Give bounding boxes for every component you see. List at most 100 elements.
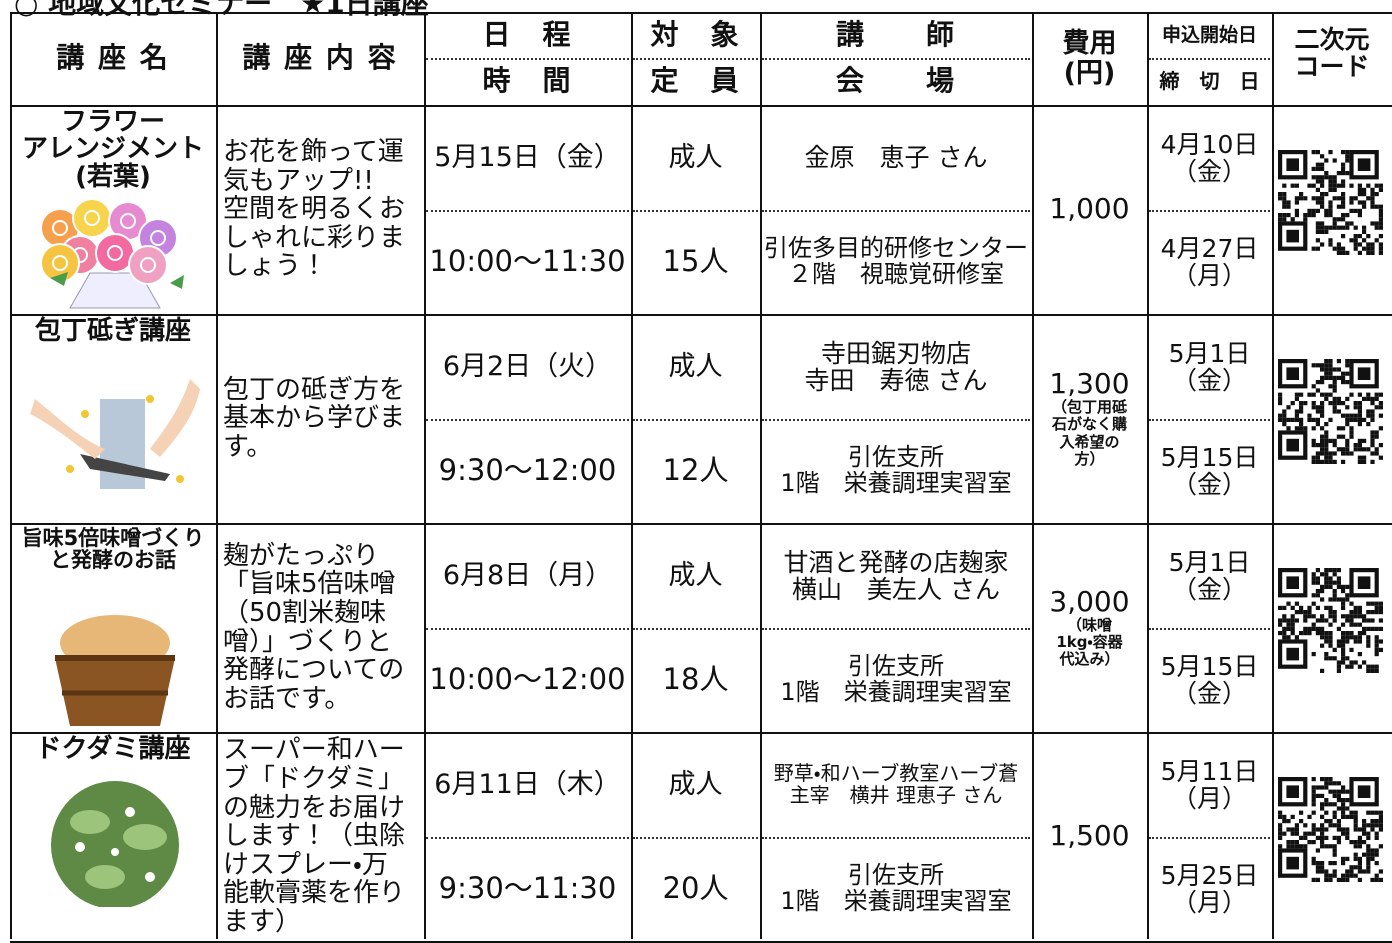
header-cell: 費用 (円) xyxy=(1062,28,1117,89)
course-illustration xyxy=(40,198,184,309)
dotted-divider xyxy=(1149,419,1270,421)
course-fee: 1,300 xyxy=(1049,366,1130,400)
dotted-divider xyxy=(762,628,1030,630)
course-time: 9:30～11:30 xyxy=(438,871,617,906)
rule xyxy=(760,12,762,939)
rule xyxy=(10,523,1392,525)
course-name: ドクダミ講座 xyxy=(35,734,191,764)
course-target: 成人 xyxy=(668,559,723,591)
fee-cell: 3,000 （味噌 1kg・容器 代込み） xyxy=(1032,523,1147,732)
course-capacity: 15人 xyxy=(662,244,729,279)
fee-cell: 1,000 xyxy=(1032,105,1147,314)
course-venue: 引佐多目的研修センター ２階 視聴覚研修室 xyxy=(764,234,1028,288)
course-time: 10:00～12:00 xyxy=(429,662,626,697)
dotted-divider xyxy=(762,419,1030,421)
fee-cell: 1,500 xyxy=(1032,732,1147,941)
rule xyxy=(10,105,1392,107)
qr-code xyxy=(1278,777,1383,882)
dotted-divider xyxy=(633,837,758,839)
dotted-divider xyxy=(762,210,1030,212)
fee-note: （包丁用砥 石がなく購 入希望の 方） xyxy=(1051,398,1127,468)
fee-cell: 1,300 （包丁用砥 石がなく購 入希望の 方） xyxy=(1032,314,1147,523)
rule xyxy=(1032,12,1034,939)
header-cell: 会 場 xyxy=(835,64,956,98)
rule xyxy=(216,12,218,939)
course-illustration xyxy=(55,615,175,726)
course-time: 10:00～11:30 xyxy=(429,244,626,279)
course-fee: 1,000 xyxy=(1049,192,1130,226)
header-cell: 定 員 xyxy=(650,64,741,98)
course-instructor: 金原 恵子 さん xyxy=(804,143,988,172)
dotted-divider xyxy=(633,628,758,630)
course-target: 成人 xyxy=(668,768,723,800)
course-venue: 引佐支所 1階 栄養調理実習室 xyxy=(780,652,1012,706)
rule xyxy=(1272,12,1274,939)
rule xyxy=(10,12,1392,14)
course-content: お花を飾って運 気もアップ!! 空間を明るくお しゃれに彩りま しょう！ xyxy=(223,137,406,282)
deadline: 4月27日 （月） xyxy=(1160,234,1259,290)
course-venue: 引佐支所 1階 栄養調理実習室 xyxy=(780,861,1012,915)
dotted-divider xyxy=(426,419,629,421)
course-illustration xyxy=(51,781,179,907)
rule xyxy=(1147,12,1149,939)
dotted-divider xyxy=(426,628,629,630)
course-content: 麹がたっぷり 「旨味5倍味噌 （50割米麹味 噌）」づくりと 発酵についての お… xyxy=(223,540,405,714)
course-date: 5月15日（金） xyxy=(434,141,621,173)
course-time: 9:30～12:00 xyxy=(438,453,617,488)
course-instructor: 甘酒と発酵の店麹家 横山 美左人 さん xyxy=(783,547,1009,604)
dotted-divider xyxy=(426,837,629,839)
rule xyxy=(424,12,426,939)
course-capacity: 20人 xyxy=(662,871,729,906)
dotted-divider xyxy=(1149,58,1270,60)
dotted-divider xyxy=(633,419,758,421)
rule xyxy=(631,12,633,939)
qr-code xyxy=(1278,568,1383,673)
dotted-divider xyxy=(426,58,629,60)
header-cell: 講 座 内 容 xyxy=(242,41,398,75)
course-target: 成人 xyxy=(668,350,723,382)
header-cell: 日 程 xyxy=(482,17,573,51)
course-date: 6月2日（火） xyxy=(442,350,613,382)
course-instructor: 野草・和ハーブ教室ハーブ蒼 主宰 横井 理恵子 さん xyxy=(773,760,1019,807)
apply-start: 5月1日 （金） xyxy=(1168,338,1251,395)
dotted-divider xyxy=(633,210,758,212)
course-illustration xyxy=(30,379,200,489)
course-instructor: 寺田鋸刃物店 寺田 寿徳 さん xyxy=(804,338,988,395)
dotted-divider xyxy=(1149,628,1270,630)
apply-start: 4月10日 （金） xyxy=(1160,129,1259,186)
header-cell: 講 師 xyxy=(835,17,956,51)
course-name: フラワー アレンジメント (若葉) xyxy=(21,107,204,192)
course-name: 包丁砥ぎ講座 xyxy=(34,316,191,346)
header-cell: 締 切 日 xyxy=(1159,68,1260,93)
header-cell: 時 間 xyxy=(482,64,573,98)
header-cell: 二次元 コード xyxy=(1294,25,1370,81)
dotted-divider xyxy=(1149,837,1270,839)
dotted-divider xyxy=(762,837,1030,839)
course-target: 成人 xyxy=(668,141,723,173)
apply-start: 5月11日 （月） xyxy=(1160,756,1259,813)
dotted-divider xyxy=(1149,210,1270,212)
course-content: 包丁の砥ぎ方を 基本から学びま す。 xyxy=(223,374,406,462)
qr-code xyxy=(1278,359,1383,464)
header-cell: 申込開始日 xyxy=(1161,23,1257,46)
header-cell: 対 象 xyxy=(650,17,741,51)
deadline: 5月25日 （月） xyxy=(1160,861,1259,917)
rule xyxy=(10,12,12,939)
course-date: 6月11日（木） xyxy=(434,768,621,800)
deadline: 5月15日 （金） xyxy=(1160,443,1259,499)
course-date: 6月8日（月） xyxy=(442,559,613,591)
apply-start: 5月1日 （金） xyxy=(1168,547,1251,604)
rule xyxy=(10,732,1392,734)
qr-code xyxy=(1278,150,1383,255)
course-capacity: 18人 xyxy=(662,662,729,697)
course-capacity: 12人 xyxy=(662,453,729,488)
rule xyxy=(10,314,1392,316)
course-fee: 3,000 xyxy=(1049,584,1130,618)
course-venue: 引佐支所 1階 栄養調理実習室 xyxy=(780,443,1012,497)
course-content: スーパー和ハー ブ「ドクダミ」 の魅力をお届け します！（虫除 けスプレー・万 … xyxy=(223,735,406,937)
dotted-divider xyxy=(426,210,629,212)
header-cell: 講 座 名 xyxy=(56,41,170,75)
dotted-divider xyxy=(633,58,758,60)
deadline: 5月15日 （金） xyxy=(1160,652,1259,708)
